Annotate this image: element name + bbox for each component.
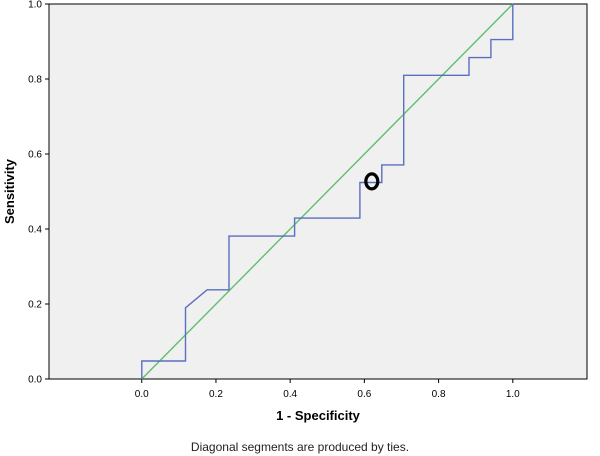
x-tick-label: 0.8 [432,389,446,400]
y-tick-label: 1.0 [28,0,42,11]
annotation-layer [364,172,380,191]
y-tick-label: 0.6 [28,150,42,161]
marker-circle [364,172,380,191]
x-tick-label: 0.4 [283,389,297,400]
x-tick-label: 1.0 [506,389,520,400]
reference-line [141,3,514,380]
x-tick-label: 0.6 [357,389,371,400]
y-tick-label: 0.2 [28,300,42,311]
y-tick-label: 0.0 [28,375,42,386]
x-axis: 0.0 0.2 0.4 0.6 0.8 1.0 [135,379,520,400]
chart-footnote: Diagonal segments are produced by ties. [191,440,409,454]
y-tick-label: 0.4 [28,225,42,236]
y-axis-title: Sensitivity [2,158,17,224]
x-tick-label: 0.0 [135,389,149,400]
y-tick-label: 0.8 [28,75,42,86]
x-tick-label: 0.2 [209,389,223,400]
plot-area [48,3,588,380]
y-axis: 0.0 0.2 0.4 0.6 0.8 1.0 [28,0,49,386]
series-layer [141,3,514,380]
roc-curve-line [141,4,514,379]
x-axis-title: 1 - Specificity [276,408,361,423]
